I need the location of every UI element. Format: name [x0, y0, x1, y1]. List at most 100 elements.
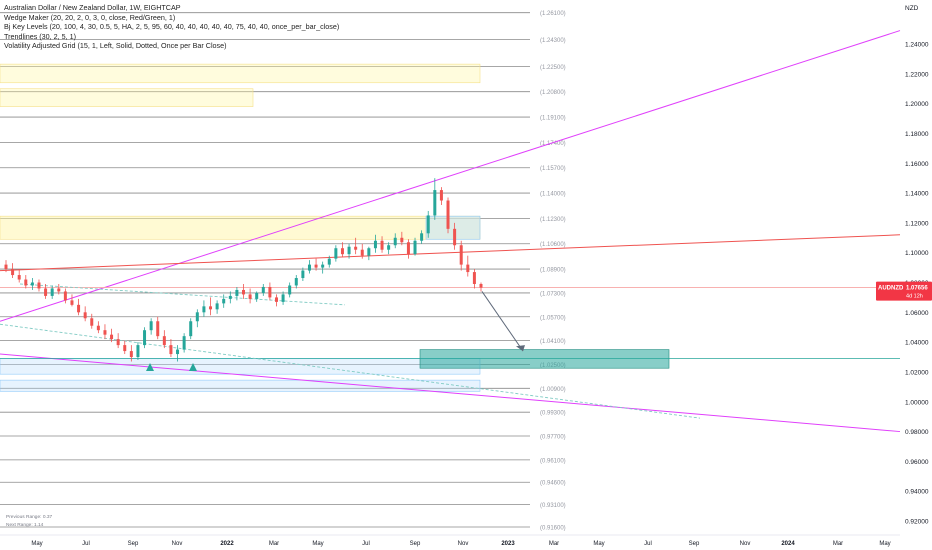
grid-level-label: (1.17400) [540, 141, 566, 147]
candle-body [439, 190, 443, 201]
x-tick-label: 2024 [781, 541, 795, 547]
y-tick-label: 1.24000 [905, 42, 929, 49]
price-tag-countdown: 4d 12h [906, 294, 923, 300]
grid-level-label: (1.07300) [540, 291, 566, 297]
candle-body [162, 336, 166, 346]
candle-body [169, 345, 173, 355]
candle-body [17, 275, 21, 280]
projection-arrow-head [516, 345, 525, 352]
x-tick-label: May [593, 541, 604, 547]
candle-body [248, 294, 252, 299]
indicator-volatility-grid[interactable]: Volatility Adjusted Grid (15, 1, Left, S… [4, 41, 227, 51]
grid-level-label: (1.14000) [540, 192, 566, 198]
wedge-red-line [0, 234, 901, 272]
range-stats: Previous Range: 0.37 Next Range: 1.14 [6, 514, 52, 530]
candle-body [406, 242, 410, 255]
symbol-title[interactable]: Australian Dollar / New Zealand Dollar, … [4, 3, 181, 12]
candle-body [77, 304, 81, 313]
candle-body [116, 339, 120, 346]
candle-body [24, 279, 28, 286]
candle-body [268, 286, 272, 298]
candle-body [314, 264, 318, 268]
candle-body [453, 228, 457, 246]
candle-body [129, 351, 133, 358]
candle-body [222, 298, 226, 304]
grid-level-label: (1.19100) [540, 116, 566, 122]
candle-body [281, 294, 285, 302]
x-tick-label: Jul [362, 541, 370, 547]
price-tag [876, 281, 932, 301]
candle-body [189, 321, 193, 337]
x-tick-label: May [879, 541, 890, 547]
candle-body [70, 300, 74, 305]
grid-level-label: (0.97700) [540, 435, 566, 441]
candle-body [149, 321, 153, 331]
candle-body [176, 349, 180, 355]
indicator-wedge-maker[interactable]: Wedge Maker (20, 20, 2, 0, 3, 0, close, … [4, 12, 176, 22]
candle-body [209, 306, 213, 310]
candle-body [420, 233, 424, 241]
candle-body [413, 240, 417, 255]
candle-body [340, 248, 344, 255]
next-range-label: Next Range: [6, 523, 33, 528]
y-tick-label: 1.18000 [905, 131, 929, 138]
indicator-key-levels[interactable]: Bj Key Levels (20, 100, 4, 30, 0.5, 5, H… [4, 22, 340, 32]
candle-body [347, 246, 351, 255]
grid-level-label: (1.04100) [540, 339, 566, 345]
candle-body [4, 264, 8, 270]
projection-arrow [481, 291, 524, 352]
candle-body [307, 264, 311, 271]
grid-level-label: (1.22500) [540, 65, 566, 71]
buy-signal-icon [146, 362, 154, 371]
candle-body [446, 200, 450, 229]
candle-body [373, 240, 377, 249]
x-tick-label: May [31, 541, 42, 547]
candle-body [321, 264, 325, 268]
candle-body [50, 288, 54, 296]
chart-legend: Australian Dollar / New Zealand Dollar, … [4, 3, 339, 51]
indicator-trendlines[interactable]: Trendlines (30, 2, 5, 1) [4, 31, 77, 41]
supply-zone [0, 63, 481, 84]
currency-label: NZD [905, 5, 919, 12]
grid-level-label: (0.94600) [540, 481, 566, 487]
candle-body [235, 289, 239, 296]
candle-body [479, 283, 483, 288]
x-tick-label: Nov [172, 541, 183, 547]
candle-body [123, 345, 127, 352]
trendline-dotted [19, 283, 346, 306]
x-tick-label: Sep [410, 541, 421, 547]
wedge-upper-line [0, 30, 901, 322]
grid-level-label: (1.00900) [540, 387, 566, 393]
highlight-zone [425, 215, 481, 240]
candle-body [400, 237, 404, 243]
demand-zone [0, 358, 481, 375]
candle-body [327, 258, 331, 265]
x-tick-label: Mar [269, 541, 279, 547]
grid-level-label: (0.91600) [540, 525, 566, 531]
grid-level-label: (1.05700) [540, 315, 566, 321]
previous-range-value: 0.37 [42, 515, 53, 520]
candle-body [393, 237, 397, 246]
x-tick-label: Nov [740, 541, 751, 547]
candle-body [37, 282, 41, 289]
candle-body [367, 248, 371, 256]
candle-body [30, 282, 34, 286]
candle-body [103, 330, 107, 335]
candle-body [360, 249, 364, 256]
buy-signal-icon [189, 362, 197, 371]
y-tick-label: 1.06000 [905, 310, 929, 317]
y-tick-label: 1.22000 [905, 71, 929, 78]
y-tick-label: 1.16000 [905, 161, 929, 168]
x-tick-label: Sep [689, 541, 700, 547]
candle-body [380, 240, 384, 250]
candle-body [242, 289, 245, 295]
candle-body [44, 288, 48, 296]
grid-level-label: (1.15700) [540, 166, 566, 172]
y-tick-label: 0.96000 [905, 459, 929, 466]
candle-body [63, 291, 67, 301]
candle-body [90, 318, 94, 326]
candle-body [426, 215, 430, 234]
grid-level-label: (0.99300) [540, 411, 566, 417]
grid-level-label: (1.08900) [540, 268, 566, 274]
